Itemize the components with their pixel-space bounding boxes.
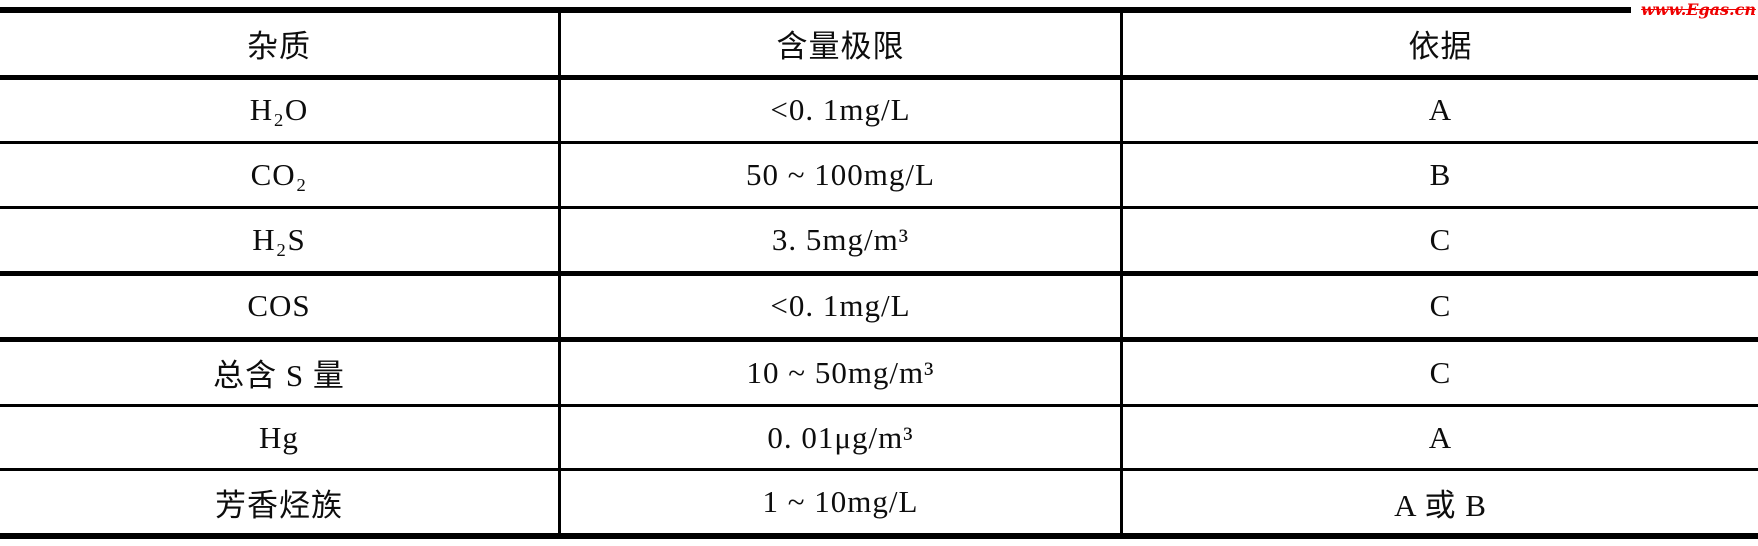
impurity-limits-table: 杂质 含量极限 依据 H₂O <0. 1mg/L A CO₂ 50 ~ 100m…: [0, 7, 1758, 539]
cell-limit: <0. 1mg/L: [561, 275, 1123, 338]
cell-impurity: H₂S: [0, 208, 561, 271]
cell-limit: 10 ~ 50mg/m³: [561, 342, 1123, 404]
cell-limit: <0. 1mg/L: [561, 79, 1123, 142]
table-row: CO₂ 50 ~ 100mg/L B: [0, 144, 1758, 209]
cell-basis: A: [1428, 419, 1453, 455]
cell-impurity: COS: [0, 275, 561, 338]
site-watermark: www.Egas.cn: [1631, 0, 1758, 22]
header-cell-basis: 依据: [1408, 29, 1473, 65]
cell-impurity: 芳香烃族: [0, 471, 561, 533]
cell-basis: C: [1429, 354, 1452, 390]
cell-impurity: Hg: [0, 406, 561, 469]
header-cell-limit: 含量极限: [561, 13, 1123, 75]
cell-impurity: 总含 S 量: [0, 342, 561, 404]
cell-limit: 0. 01μg/m³: [561, 406, 1123, 469]
cell-impurity: H₂O: [0, 79, 561, 142]
cell-basis: B: [1429, 157, 1452, 193]
table-row: H₂O <0. 1mg/L A: [0, 79, 1758, 145]
table-row: 总含 S 量 10 ~ 50mg/m³ C: [0, 342, 1758, 407]
header-cell-impurity: 杂质: [0, 13, 561, 75]
table-row: H₂S 3. 5mg/m³ C: [0, 208, 1758, 276]
cell-basis: C: [1429, 288, 1452, 324]
cell-limit: 3. 5mg/m³: [561, 208, 1123, 271]
table-row: Hg 0. 01μg/m³ A: [0, 406, 1758, 472]
cell-impurity: CO₂: [0, 144, 561, 206]
cell-limit: 50 ~ 100mg/L: [561, 144, 1123, 206]
cell-basis: A 或 B: [1394, 487, 1487, 523]
cell-limit: 1 ~ 10mg/L: [561, 471, 1123, 533]
cell-basis: A: [1428, 92, 1453, 128]
cell-basis: C: [1429, 221, 1452, 257]
table-row: 芳香烃族 1 ~ 10mg/L A 或 B: [0, 471, 1758, 533]
table-row: COS <0. 1mg/L C: [0, 275, 1758, 343]
table-header-row: 杂质 含量极限 依据: [0, 13, 1758, 80]
